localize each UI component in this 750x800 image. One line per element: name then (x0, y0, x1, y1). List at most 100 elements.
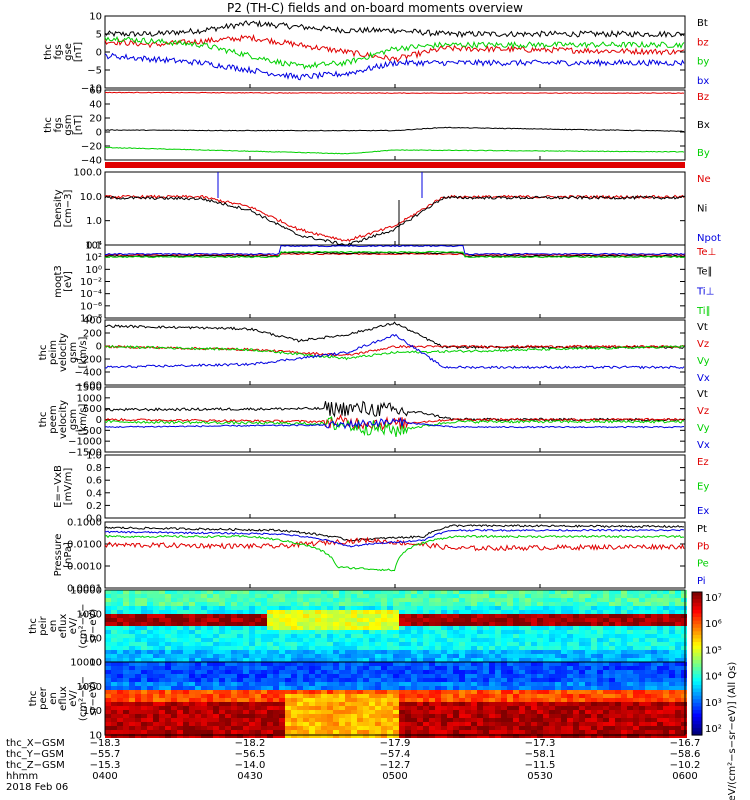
spectro-cell (189, 722, 195, 726)
spectro-cell (681, 602, 687, 606)
spectro-cell (681, 618, 687, 622)
spectro-cell (477, 594, 483, 598)
spectro-cell (579, 602, 585, 606)
spectro-cell (279, 598, 285, 602)
spectro-cell (387, 650, 393, 654)
spectro-cell (675, 614, 681, 618)
spectro-cell (525, 638, 531, 642)
spectro-cell (369, 606, 375, 610)
spectro-cell (471, 594, 477, 598)
spectro-cell (483, 662, 489, 666)
spectro-cell (645, 662, 651, 666)
spectro-cell (483, 610, 489, 614)
ytick-label-p5-1: 200 (83, 329, 102, 340)
spectro-cell (387, 674, 393, 678)
spectro-cell (351, 722, 357, 726)
spectro-cell (405, 606, 411, 610)
spectro-cell (411, 730, 417, 734)
spectro-cell (591, 618, 597, 622)
spectro-cell (237, 614, 243, 618)
spectro-cell (267, 602, 273, 606)
spectro-cell (279, 642, 285, 646)
spectro-cell (609, 646, 615, 650)
spectro-cell (621, 678, 627, 682)
spectro-cell (615, 634, 621, 638)
spectro-cell (375, 678, 381, 682)
spectro-cell (189, 666, 195, 670)
spectro-cell (375, 670, 381, 674)
spectro-cell (393, 726, 399, 730)
spectro-cell (303, 650, 309, 654)
spectro-cell (183, 662, 189, 666)
spectro-cell (627, 598, 633, 602)
spectro-cell (381, 734, 387, 738)
spectro-cell (297, 686, 303, 690)
spectro-cell (105, 650, 111, 654)
spectro-cell (519, 722, 525, 726)
spectro-cell (555, 638, 561, 642)
spectro-cell (573, 654, 579, 658)
spectro-cell (633, 674, 639, 678)
spectro-cell (357, 602, 363, 606)
spectro-cell (171, 710, 177, 714)
spectro-cell (579, 670, 585, 674)
spectro-cell (489, 630, 495, 634)
spectro-cell (501, 690, 507, 694)
spectro-cell (399, 594, 405, 598)
spectro-cell (171, 686, 177, 690)
spectro-cell (345, 590, 351, 594)
spectro-cell (669, 726, 675, 730)
spectro-cell (453, 634, 459, 638)
spectro-cell (291, 670, 297, 674)
spectro-cell (285, 658, 291, 662)
spectro-cell (507, 594, 513, 598)
spectro-cell (681, 658, 687, 662)
spectro-cell (591, 682, 597, 686)
spectro-cell (579, 642, 585, 646)
spectro-cell (381, 602, 387, 606)
spectro-cell (507, 666, 513, 670)
spectro-cell (525, 626, 531, 630)
spectro-cell (483, 702, 489, 706)
quality-flag-bar (105, 162, 685, 168)
spectro-cell (525, 610, 531, 614)
spectro-cell (369, 650, 375, 654)
spectro-cell (543, 710, 549, 714)
spectro-cell (291, 654, 297, 658)
spectro-cell (327, 638, 333, 642)
spectro-cell (111, 614, 117, 618)
spectro-cell (573, 734, 579, 738)
spectro-cell (165, 642, 171, 646)
spectro-cell (207, 682, 213, 686)
spectro-cell (303, 630, 309, 634)
spectro-cell (567, 590, 573, 594)
spectro-cell (429, 618, 435, 622)
spectro-cell (561, 702, 567, 706)
spectro-cell (207, 690, 213, 694)
spectro-cell (123, 602, 129, 606)
spectro-cell (609, 666, 615, 670)
spectro-cell (339, 666, 345, 670)
spectro-cell (519, 670, 525, 674)
colorbar-cell (692, 609, 702, 615)
legend-p2-bz: Bz (697, 92, 709, 103)
spectro-cell (651, 650, 657, 654)
spectro-cell (591, 666, 597, 670)
spectro-cell (483, 714, 489, 718)
spectro-cell (651, 710, 657, 714)
spectro-cell (297, 710, 303, 714)
spectro-cell (411, 634, 417, 638)
spectro-cell (579, 726, 585, 730)
spectro-cell (153, 666, 159, 670)
spectro-cell (117, 634, 123, 638)
spectro-cell (159, 634, 165, 638)
spectro-cell (195, 618, 201, 622)
spectro-cell (429, 590, 435, 594)
spectro-cell (309, 634, 315, 638)
spectro-cell (405, 686, 411, 690)
spectro-cell (507, 610, 513, 614)
spectro-cell (177, 698, 183, 702)
spectro-cell (669, 722, 675, 726)
spectro-cell (591, 606, 597, 610)
spectro-cell (639, 670, 645, 674)
